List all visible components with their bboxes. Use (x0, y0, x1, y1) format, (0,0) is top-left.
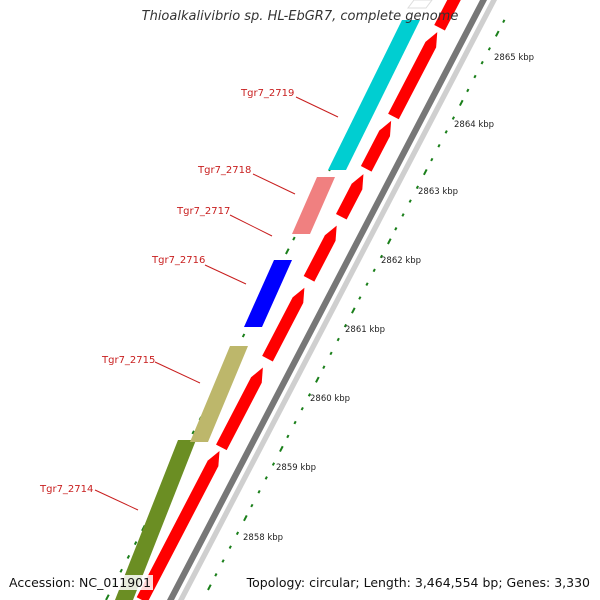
scale-tick (408, 199, 412, 203)
topology-text: Topology: circular; Length: 3,464,554 bp… (244, 575, 592, 590)
scale-tick (459, 99, 464, 107)
kbp-label-2865: 2865 kbp (494, 53, 534, 63)
scale-tick (191, 430, 195, 435)
scale-tick (285, 248, 290, 255)
scale-tick (322, 365, 326, 370)
scale-tick (387, 238, 392, 245)
scale-tick (358, 296, 362, 300)
scale-tick (336, 337, 340, 342)
gene-label-tgr7-2719: Tgr7_2719 (240, 88, 294, 99)
scale-tick (444, 130, 448, 134)
scale-tick (451, 116, 455, 120)
scale-tick (207, 584, 212, 591)
scale-tick (473, 74, 477, 79)
cds-arrow[interactable] (262, 287, 305, 362)
kbp-label-2862: 2862 kbp (381, 256, 421, 266)
scale-tick (315, 376, 320, 383)
gene-block-continuation[interactable] (407, 0, 433, 9)
scale-tick (271, 462, 276, 466)
scale-tick (235, 531, 240, 536)
scale-tick (133, 541, 138, 546)
scale-tick (437, 143, 441, 148)
scale-tick (293, 420, 297, 425)
scale-tick (243, 515, 248, 522)
kbp-label-2860: 2860 kbp (310, 394, 350, 404)
scale-tick (286, 434, 290, 439)
gene-block-tgr7-2719[interactable] (328, 20, 420, 170)
gene-label-tgr7-2714: Tgr7_2714 (39, 484, 93, 495)
scale-tick (365, 282, 369, 286)
scale-tick (494, 30, 500, 37)
gene-label-tgr7-2717: Tgr7_2717 (176, 206, 230, 217)
gene-block-tgr7-2716[interactable] (244, 260, 292, 327)
gene-label-tgr7-2715: Tgr7_2715 (101, 355, 155, 366)
scale-tick (372, 268, 376, 273)
scale-tick (279, 445, 284, 453)
scale-tick (300, 406, 304, 411)
scale-tick (394, 227, 398, 231)
scale-tick (228, 545, 232, 549)
scale-tick (257, 489, 261, 494)
gene-label-tgr7-2718: Tgr7_2718 (197, 165, 251, 176)
scale-tick (379, 254, 384, 259)
scale-tick (292, 236, 296, 241)
backbone-shadow (178, 0, 497, 600)
gene-label-tgr7-2716: Tgr7_2716 (151, 255, 205, 266)
scale-tick (343, 323, 348, 328)
scale-tick (241, 333, 246, 338)
scale-tick (221, 559, 225, 563)
scale-tick (415, 185, 419, 190)
gene-block-tgr7-2714[interactable] (115, 440, 196, 600)
scale-tick (401, 213, 405, 217)
backbone-line (167, 0, 487, 600)
scale-tick (351, 307, 356, 314)
scale-tick (214, 573, 218, 577)
cds-arrow[interactable] (216, 367, 263, 451)
scale-tick (487, 47, 491, 51)
accession-text: Accession: NC_011901 (7, 575, 154, 590)
gene-block-tgr7-2715[interactable] (190, 346, 248, 442)
kbp-label-2859: 2859 kbp (276, 463, 316, 473)
scale-tick (105, 594, 110, 600)
gene-block-tgr7-2718[interactable] (292, 177, 335, 234)
cds-arrow[interactable] (360, 120, 392, 172)
scale-tick (466, 88, 470, 93)
kbp-label-2863: 2863 kbp (418, 187, 458, 197)
scale-tick (250, 503, 254, 508)
scale-tick (329, 351, 333, 356)
scale-tick (307, 393, 312, 397)
scale-tick (119, 568, 123, 573)
cds-arrow[interactable] (335, 174, 364, 220)
kbp-label-2861: 2861 kbp (345, 325, 385, 335)
genome-title: Thioalkalivibrio sp. HL-EbGR7, complete … (141, 9, 459, 24)
scale-tick (480, 60, 484, 65)
kbp-label-2858: 2858 kbp (243, 533, 283, 543)
cds-strand (136, 0, 465, 600)
cds-arrow[interactable] (136, 450, 220, 600)
scale-tick (264, 476, 268, 480)
kbp-label-2864: 2864 kbp (454, 120, 494, 130)
cds-arrow[interactable] (434, 0, 465, 31)
label-leaders (94, 96, 339, 511)
scale-tick (126, 554, 131, 559)
scale-tick (430, 157, 434, 162)
cds-arrow[interactable] (303, 225, 337, 282)
genes-layer (115, 0, 497, 600)
scale-tick (502, 19, 506, 23)
scale-tick (423, 168, 428, 176)
cds-arrow[interactable] (388, 32, 438, 120)
